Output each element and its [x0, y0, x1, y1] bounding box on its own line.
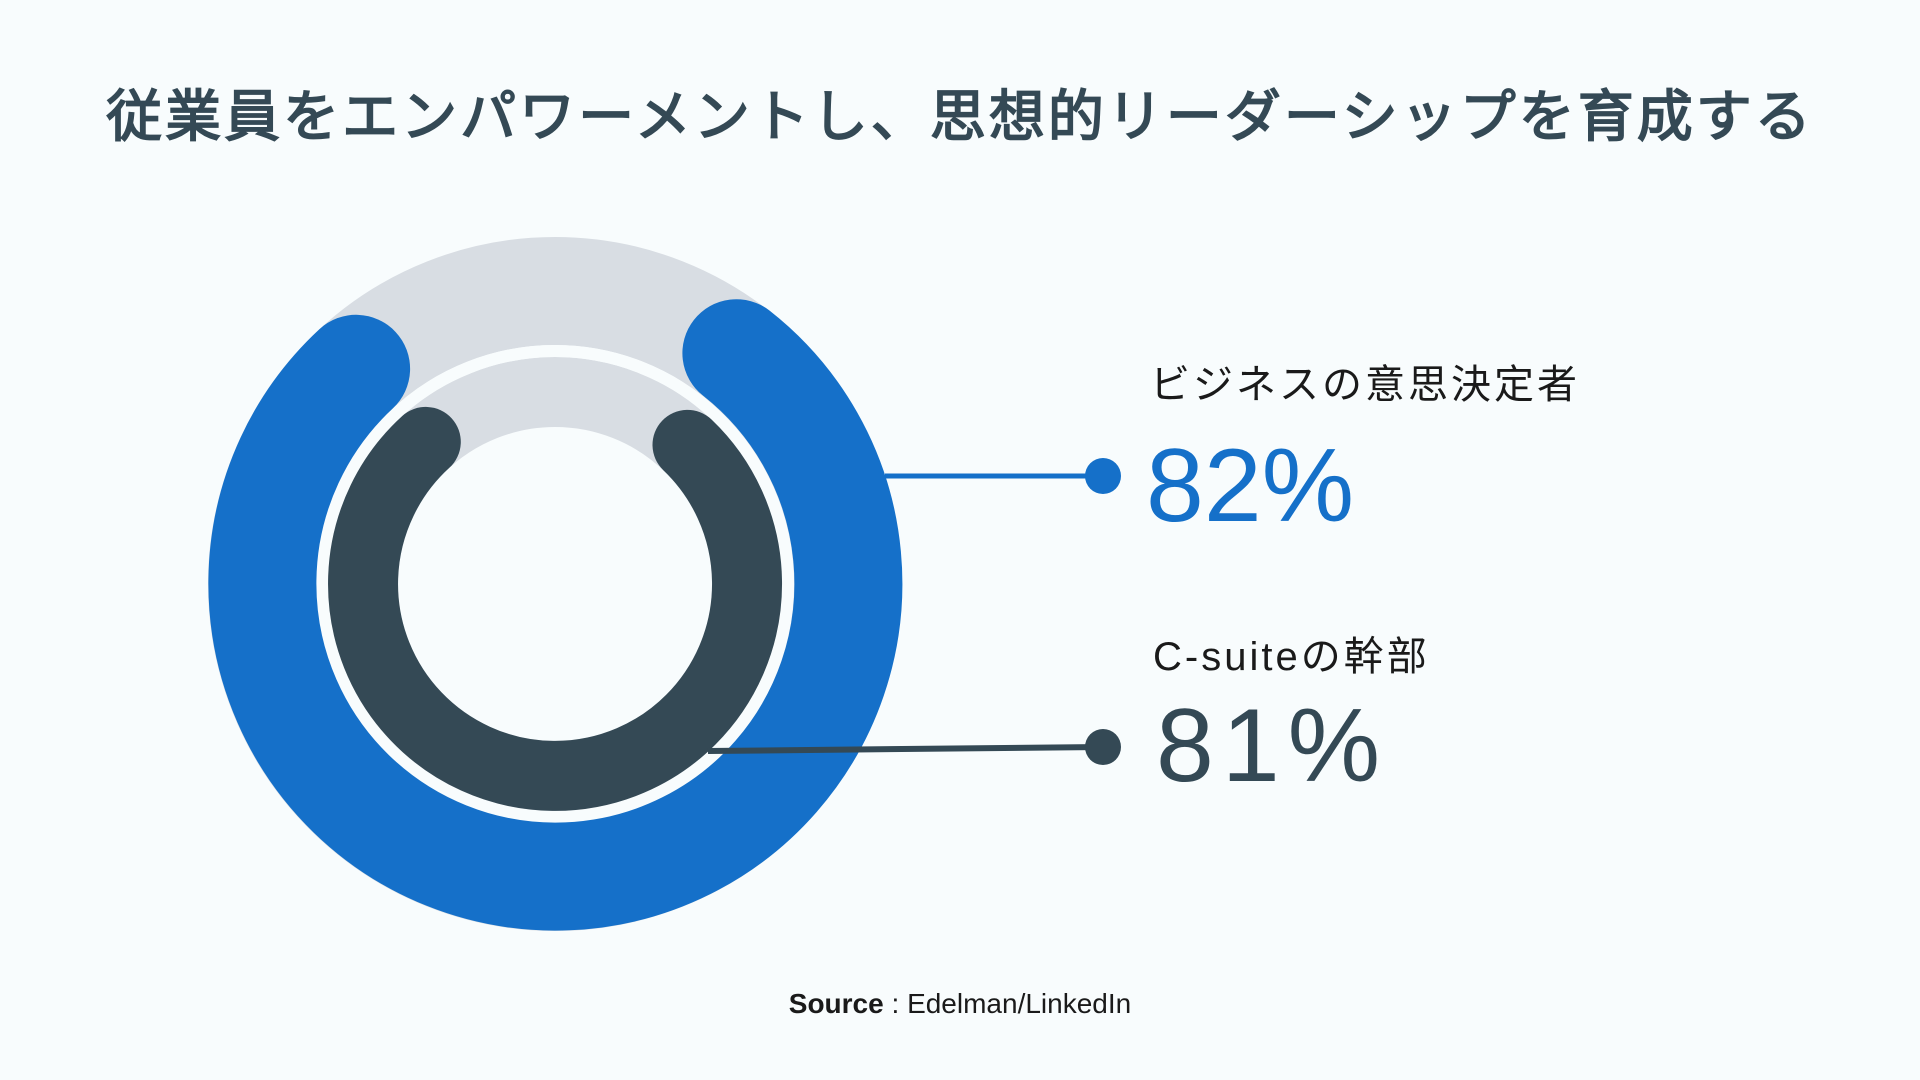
- source-prefix: Source: [788, 988, 884, 1019]
- chart-title: 従業員をエンパワーメントし、思想的リーダーシップを育成する: [106, 85, 1814, 148]
- ring-gap: [316, 345, 794, 823]
- inner-arc-csuite: [328, 406, 782, 811]
- connector-line-2: [707, 744, 1104, 754]
- series-value-2: 81%: [1156, 688, 1389, 804]
- source-separator: :: [883, 988, 908, 1019]
- source-text: Edelman/LinkedIn: [907, 988, 1132, 1019]
- series-label-1: ビジネスの意思決定者: [1150, 363, 1580, 407]
- connector-dot-2: [1085, 729, 1121, 765]
- source-note: Source : Edelman/LinkedIn: [0, 988, 1920, 1020]
- series-label-2: C-suiteの幹部: [1153, 635, 1430, 679]
- connector-dot-1: [1085, 458, 1121, 494]
- series-value-1: 82%: [1146, 428, 1355, 544]
- outer-arc-business-decision-makers: [208, 299, 903, 931]
